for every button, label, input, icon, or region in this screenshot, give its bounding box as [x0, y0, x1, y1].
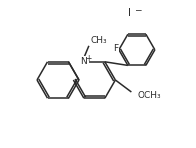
Text: −: − [134, 5, 142, 15]
Text: CH₃: CH₃ [91, 36, 107, 45]
Text: OCH₃: OCH₃ [137, 91, 161, 100]
Text: F: F [113, 44, 118, 53]
Text: N: N [81, 57, 87, 66]
Text: +: + [86, 54, 92, 63]
Text: I: I [129, 8, 132, 18]
